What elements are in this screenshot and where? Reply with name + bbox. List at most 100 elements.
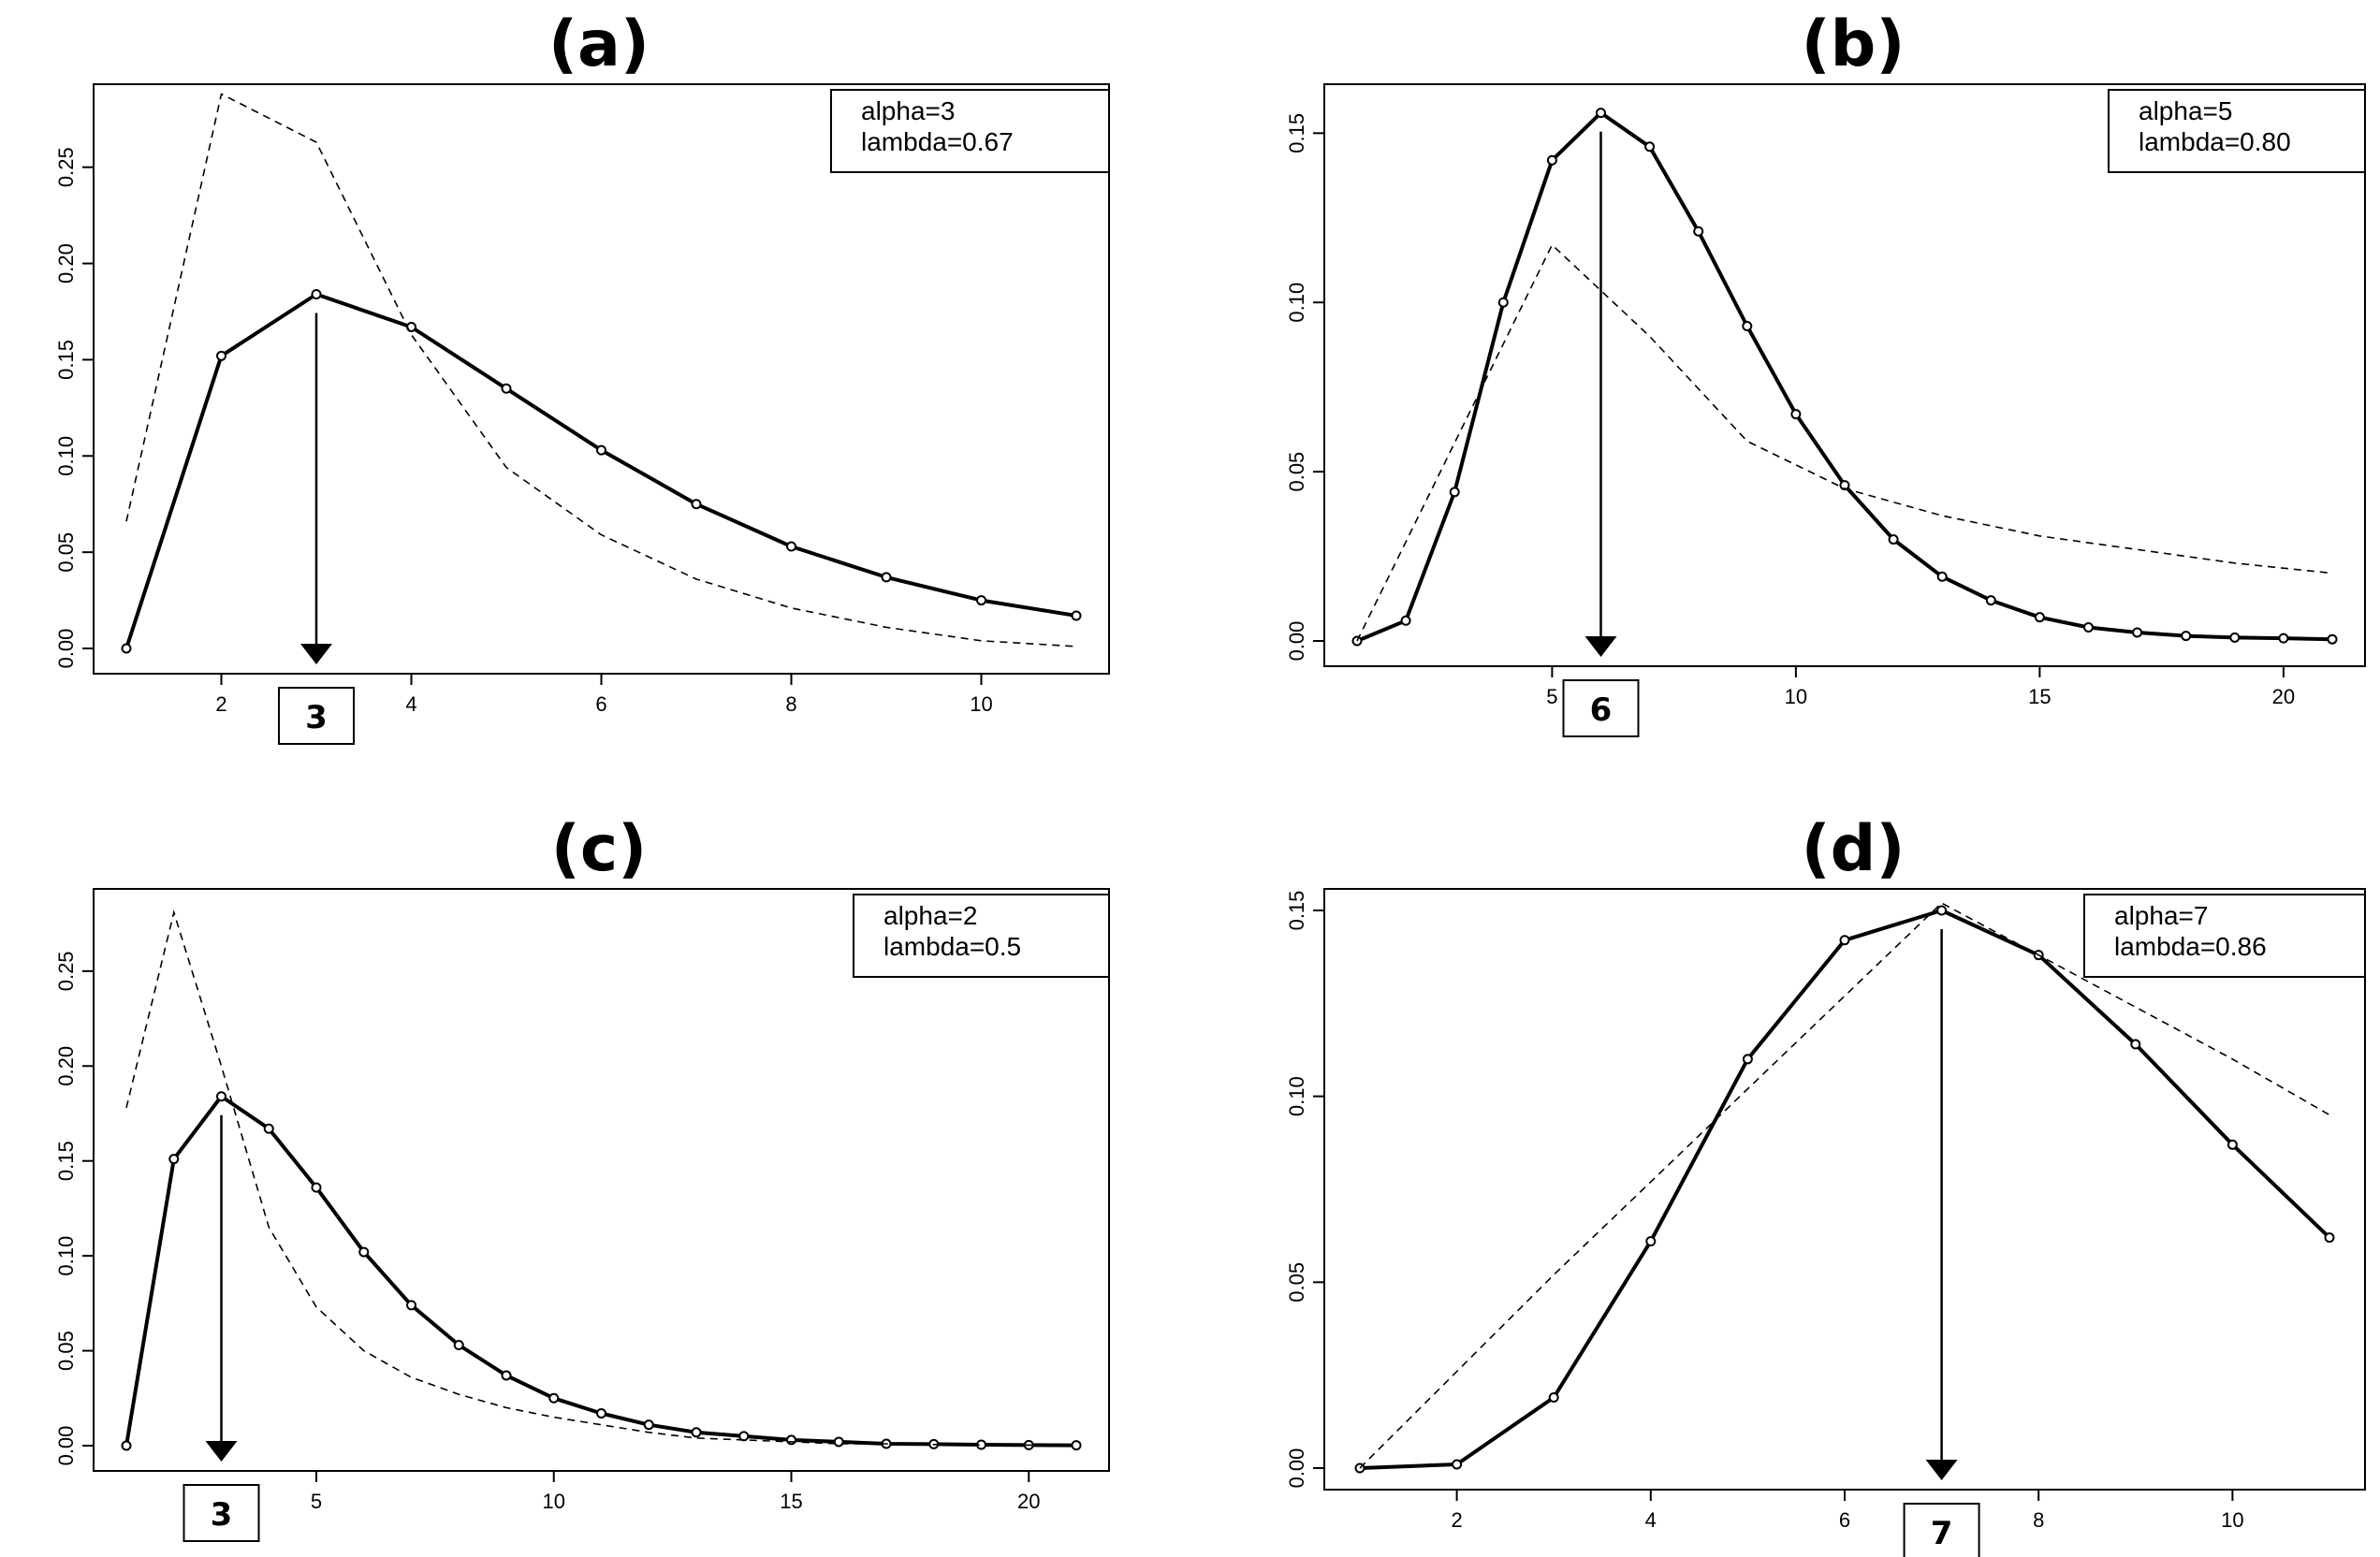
x-tick-label: 10: [543, 1490, 565, 1513]
x-tick-label: 10: [1785, 685, 1807, 708]
data-point: [1693, 226, 1704, 237]
data-point: [1546, 154, 1557, 166]
chart-title: (a): [548, 7, 650, 81]
y-tick-label: 0.20: [54, 243, 78, 284]
data-point: [643, 1419, 654, 1431]
data-point: [2083, 622, 2094, 633]
legend-box: [2108, 89, 2366, 173]
y-tick-label: 0.05: [54, 1331, 78, 1371]
chart-title: (d): [1802, 812, 1905, 886]
dashed-series-line: [125, 93, 1077, 648]
x-tick-label: 20: [2272, 685, 2295, 708]
legend-entry: alpha=3: [861, 96, 955, 125]
y-tick-label: 0.20: [54, 1046, 78, 1086]
x-tick-label: 8: [2033, 1508, 2044, 1532]
plot-frame: [1323, 83, 2366, 667]
data-point: [1839, 480, 1850, 491]
x-tick-label: 10: [970, 692, 992, 716]
data-point: [1071, 1440, 1082, 1451]
data-point: [2132, 627, 2143, 638]
data-point: [596, 1408, 606, 1419]
data-point: [358, 1246, 370, 1258]
legend-entry: alpha=5: [2139, 96, 2232, 125]
data-point: [786, 1434, 796, 1446]
data-point: [1596, 108, 1606, 119]
legend-entry: lambda=0.80: [2139, 127, 2291, 156]
legend-entry: lambda=0.67: [861, 127, 1014, 156]
data-point: [2327, 633, 2338, 645]
data-point: [1888, 533, 1899, 545]
y-tick-label: 0.10: [1285, 283, 1308, 323]
y-tick-label: 0.10: [54, 1236, 78, 1276]
panel-b: (b) 5 10 15 20 0.00 0.05 0.10 0.15 6 alpha=5lambda…: [1285, 7, 2366, 737]
x-tick-label: 6: [1839, 1508, 1850, 1532]
data-point: [976, 595, 986, 606]
y-tick-label: 0.15: [1285, 113, 1308, 153]
data-point: [1839, 935, 1850, 946]
mode-label: 7: [1931, 1515, 1953, 1552]
data-point: [1936, 905, 1948, 916]
data-point: [2229, 632, 2241, 643]
legend-box: [2083, 894, 2366, 978]
x-tick-label: 2: [215, 692, 226, 716]
data-point: [1742, 1054, 1753, 1065]
data-point: [2130, 1039, 2141, 1050]
data-point: [1985, 595, 1996, 606]
data-point: [311, 288, 322, 299]
dashed-series-line: [1359, 902, 2330, 1469]
mode-label-box: [278, 687, 355, 745]
data-point: [1497, 297, 1509, 308]
y-tick-label: 0.00: [54, 629, 78, 669]
y-tick-label: 0.15: [1285, 891, 1308, 931]
data-point: [1452, 1459, 1463, 1470]
x-tick-label: 5: [1546, 685, 1557, 708]
data-point: [1645, 1236, 1657, 1247]
mode-arrow-head: [300, 644, 332, 664]
y-tick-label: 0.15: [54, 340, 78, 380]
y-tick-label: 0.05: [1285, 452, 1308, 492]
data-point: [501, 1370, 512, 1381]
data-point: [453, 1339, 464, 1350]
solid-series-line: [124, 1094, 1077, 1448]
y-tick-label: 0.00: [1285, 1448, 1308, 1489]
data-point: [1400, 615, 1411, 626]
data-point: [168, 1154, 180, 1165]
y-tick-label: 0.15: [54, 1141, 78, 1181]
data-point: [1071, 610, 1082, 621]
data-point: [2181, 631, 2192, 642]
x-tick-label: 4: [1645, 1508, 1657, 1532]
data-point: [881, 572, 892, 583]
x-tick-label: 2: [1451, 1508, 1462, 1532]
y-tick-label: 0.25: [54, 147, 78, 187]
data-point: [1644, 141, 1656, 153]
x-tick-label: 15: [780, 1490, 802, 1513]
y-tick-label: 0.25: [54, 951, 78, 991]
x-tick-label: 20: [1017, 1490, 1040, 1513]
solid-series-line: [1356, 110, 2333, 643]
data-point: [501, 383, 512, 394]
mode-label-box: [1562, 679, 1640, 737]
mode-label-box: [1903, 1503, 1980, 1557]
data-point: [548, 1392, 560, 1404]
y-tick-label: 0.10: [54, 436, 78, 476]
legend-box: [853, 894, 1110, 978]
panel-a: (a) 2 4 6 8 10 0.00 0.05 0.10 0.15 0.20 0.25 3 alpha=…: [54, 7, 1110, 745]
data-point: [311, 1182, 322, 1193]
data-point: [263, 1123, 274, 1134]
mode-label: 3: [305, 699, 328, 736]
dashed-series-line: [125, 909, 1077, 1447]
legend-box: [830, 89, 1110, 173]
mode-arrow-head: [1584, 636, 1617, 657]
plot-frame: [93, 888, 1110, 1472]
data-point: [2034, 612, 2045, 623]
data-point: [121, 643, 132, 654]
legend-entry: lambda=0.86: [2114, 932, 2267, 961]
x-tick-label: 8: [785, 692, 796, 716]
data-point: [2324, 1232, 2335, 1244]
data-point: [691, 1427, 702, 1438]
mode-arrow-head: [205, 1441, 238, 1462]
mode-arrow-head: [1925, 1460, 1958, 1480]
data-point: [1790, 409, 1802, 420]
solid-series-line: [124, 292, 1077, 649]
